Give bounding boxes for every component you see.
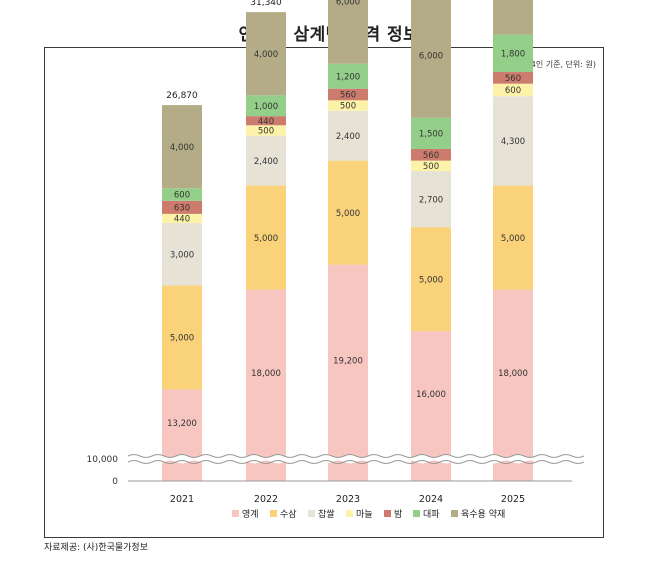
data-label: 440 bbox=[174, 215, 190, 225]
data-label: 2,400 bbox=[254, 157, 278, 167]
bar-segment bbox=[493, 185, 533, 290]
bar-segment bbox=[328, 63, 368, 89]
bar-segment bbox=[162, 389, 202, 456]
bar-segment bbox=[246, 12, 286, 96]
bar-segment bbox=[328, 88, 368, 101]
bar-segment bbox=[411, 117, 451, 149]
data-label: 560 bbox=[505, 74, 521, 84]
axis-break-line bbox=[127, 454, 585, 458]
bar-segment bbox=[246, 116, 286, 126]
data-label: 4,300 bbox=[501, 137, 525, 147]
data-label: 500 bbox=[340, 102, 356, 112]
data-label: 500 bbox=[423, 162, 439, 172]
bar-segment bbox=[493, 34, 533, 73]
legend-swatch bbox=[451, 510, 458, 517]
legend-label: 수삼 bbox=[280, 509, 297, 520]
legend-label: 찹쌀 bbox=[318, 509, 335, 520]
total-label: 26,870 bbox=[166, 91, 198, 101]
bar-segment bbox=[246, 135, 286, 186]
bar-segment bbox=[246, 125, 286, 136]
data-label: 2,700 bbox=[419, 195, 443, 205]
data-label: 18,000 bbox=[498, 369, 528, 379]
data-label: 19,200 bbox=[333, 357, 363, 367]
bar-segment bbox=[328, 100, 368, 111]
bar-segment bbox=[246, 185, 286, 290]
x-tick-label: 2024 bbox=[419, 494, 443, 505]
legend-swatch bbox=[270, 510, 277, 517]
x-tick-label: 2023 bbox=[336, 494, 360, 505]
bar-segment bbox=[162, 213, 202, 224]
bar-segment bbox=[162, 285, 202, 390]
legend-label: 마늘 bbox=[356, 509, 373, 520]
data-label: 1,800 bbox=[501, 50, 525, 60]
bar-segment bbox=[328, 264, 368, 456]
data-label: 13,200 bbox=[167, 419, 197, 429]
data-label: 18,000 bbox=[251, 369, 281, 379]
data-label: 3,000 bbox=[170, 250, 194, 260]
y-tick-label: 0 bbox=[112, 477, 118, 487]
data-label: 500 bbox=[258, 127, 274, 137]
bar-segment bbox=[411, 160, 451, 172]
bar-segment bbox=[493, 0, 533, 35]
bar-segment bbox=[162, 105, 202, 189]
x-tick-label: 2025 bbox=[501, 494, 525, 505]
legend-label: 육수용 약재 bbox=[461, 508, 505, 520]
legend-swatch bbox=[346, 510, 353, 517]
axis-break-line bbox=[127, 460, 585, 464]
bar-segment bbox=[411, 148, 451, 161]
data-label: 6,000 bbox=[419, 52, 443, 62]
data-label: 560 bbox=[340, 91, 356, 101]
bar-segment bbox=[246, 95, 286, 117]
bar-segment bbox=[162, 223, 202, 286]
axis-break-band bbox=[116, 454, 584, 464]
x-tick-label: 2022 bbox=[254, 494, 278, 505]
data-label: 5,000 bbox=[419, 275, 443, 285]
chart-frame bbox=[44, 47, 604, 538]
bar-segment bbox=[493, 96, 533, 186]
bar-segment bbox=[328, 0, 368, 64]
bar-segment bbox=[246, 289, 286, 456]
source-note: 자료제공: (사)한국물가정보 bbox=[44, 543, 148, 553]
unit-note: (전통시장, 4인 기준, 단위: 원) bbox=[493, 59, 596, 69]
bar-segment bbox=[493, 289, 533, 456]
data-label: 440 bbox=[258, 117, 274, 127]
data-label: 5,000 bbox=[254, 234, 278, 244]
data-label: 1,500 bbox=[419, 130, 443, 140]
y-tick-label: 10,000 bbox=[87, 455, 119, 465]
data-label: 600 bbox=[174, 191, 190, 201]
legend-swatch bbox=[413, 510, 420, 517]
data-label: 1,000 bbox=[254, 102, 278, 112]
bar-segment bbox=[411, 0, 451, 118]
bar-segment bbox=[162, 188, 202, 201]
legend-label: 밤 bbox=[394, 509, 402, 520]
data-label: 16,000 bbox=[416, 390, 446, 400]
bar-segment bbox=[411, 331, 451, 456]
bar-segment bbox=[493, 83, 533, 97]
legend-label: 대파 bbox=[423, 509, 440, 520]
data-label: 600 bbox=[505, 86, 521, 96]
data-label: 560 bbox=[423, 151, 439, 161]
x-tick-label: 2021 bbox=[170, 494, 194, 505]
bar-segment bbox=[411, 227, 451, 332]
bar-segment bbox=[411, 171, 451, 228]
legend-swatch bbox=[384, 510, 391, 517]
data-label: 2,400 bbox=[336, 132, 360, 142]
data-label: 6,000 bbox=[336, 0, 360, 8]
data-label: 630 bbox=[174, 204, 190, 214]
data-label: 4,000 bbox=[254, 50, 278, 60]
bar-segment bbox=[162, 200, 202, 214]
bar-segment bbox=[328, 110, 368, 161]
legend-swatch bbox=[308, 510, 315, 517]
data-label: 4,000 bbox=[170, 143, 194, 153]
legend-label: 영계 bbox=[242, 508, 259, 520]
data-label: 5,000 bbox=[336, 209, 360, 219]
legend-swatch bbox=[232, 510, 239, 517]
data-label: 5,000 bbox=[170, 334, 194, 344]
bar-segment bbox=[328, 160, 368, 265]
data-label: 1,200 bbox=[336, 72, 360, 82]
total-label: 31,340 bbox=[250, 0, 282, 8]
data-label: 5,000 bbox=[501, 234, 525, 244]
bar-segment bbox=[493, 72, 533, 84]
